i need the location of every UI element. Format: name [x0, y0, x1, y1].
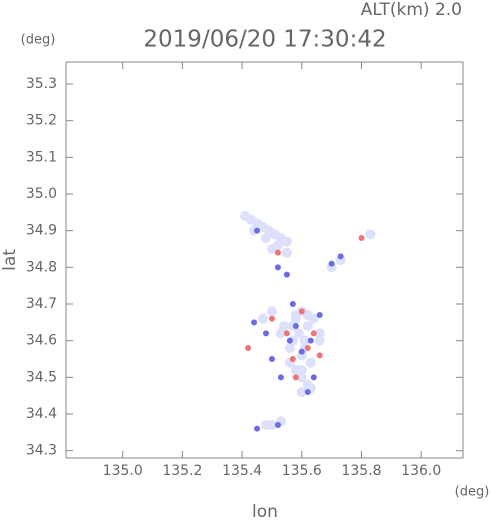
- echo-point: [298, 348, 305, 355]
- altitude-label: ALT(km) 2.0: [361, 0, 462, 20]
- echo-point: [286, 337, 293, 344]
- echo-point: [266, 306, 277, 317]
- echo-point: [251, 319, 258, 326]
- echo-point: [305, 357, 316, 368]
- x-tick-label: 135.6: [282, 463, 322, 479]
- y-tick-label: 34.6: [26, 333, 57, 349]
- echo-point: [274, 422, 281, 428]
- echo-point: [296, 372, 307, 383]
- x-tick-label: 135.0: [103, 463, 143, 479]
- echo-point: [337, 253, 344, 260]
- echo-point: [292, 374, 299, 381]
- y-axis-label: lat: [0, 249, 20, 271]
- y-tick-label: 35.2: [26, 113, 57, 129]
- x-unit: (deg): [455, 485, 490, 500]
- echo-point: [304, 345, 311, 351]
- echo-point: [365, 229, 376, 240]
- echo-point: [292, 323, 299, 329]
- chart-title: 2019/06/20 17:30:42: [143, 27, 386, 53]
- y-tick-label: 35.1: [26, 149, 57, 165]
- echo-point: [283, 271, 290, 278]
- echo-point: [308, 313, 319, 324]
- echo-point: [260, 233, 271, 243]
- echo-point: [298, 308, 305, 315]
- echo-point: [302, 321, 313, 331]
- echo-point: [258, 313, 269, 324]
- y-tick-label: 34.3: [26, 443, 57, 459]
- y-tick-label: 35.0: [26, 186, 57, 202]
- echo-point: [277, 374, 284, 381]
- echo-point: [266, 244, 277, 254]
- y-tick-label: 34.9: [26, 223, 57, 239]
- echo-point: [262, 330, 269, 337]
- echo-point: [290, 313, 301, 324]
- echo-point: [254, 425, 261, 432]
- echo-point: [278, 321, 289, 331]
- echo-point: [310, 374, 317, 381]
- y-tick-label: 34.5: [26, 369, 57, 385]
- echo-point: [293, 328, 304, 339]
- echo-point: [254, 227, 261, 234]
- y-unit: (deg): [21, 33, 56, 48]
- x-tick-label: 135.4: [222, 463, 262, 479]
- echo-point: [266, 420, 277, 430]
- x-tick-label: 136.0: [401, 463, 441, 479]
- echo-point: [314, 328, 325, 339]
- x-tick-label: 135.8: [341, 463, 381, 479]
- echo-point: [299, 335, 310, 346]
- echo-point: [289, 301, 296, 307]
- echo-point: [358, 235, 365, 241]
- echo-point: [314, 335, 325, 346]
- echo-point: [289, 356, 296, 362]
- y-tick-label: 34.4: [26, 406, 57, 422]
- plot-frame: [65, 61, 464, 459]
- x-axis-label: lon: [252, 502, 278, 521]
- echo-point: [296, 365, 307, 375]
- echo-point: [307, 337, 314, 344]
- x-tick-label: 135.2: [162, 463, 202, 479]
- echo-point: [281, 247, 292, 258]
- echo-point: [328, 260, 335, 267]
- echo-point: [316, 352, 323, 359]
- echo-point: [296, 387, 307, 397]
- y-tick-label: 35.3: [26, 76, 57, 92]
- echo-point: [245, 345, 252, 351]
- echo-point: [274, 264, 281, 271]
- echo-point: [268, 356, 275, 362]
- echo-point: [281, 236, 292, 247]
- echo-point: [316, 312, 323, 318]
- y-tick-label: 34.8: [26, 259, 57, 275]
- echo-point: [268, 315, 275, 322]
- echo-point: [304, 389, 311, 395]
- echo-point: [310, 330, 317, 337]
- echo-point: [274, 249, 281, 256]
- echo-point: [283, 330, 290, 337]
- y-tick-label: 34.7: [26, 296, 57, 312]
